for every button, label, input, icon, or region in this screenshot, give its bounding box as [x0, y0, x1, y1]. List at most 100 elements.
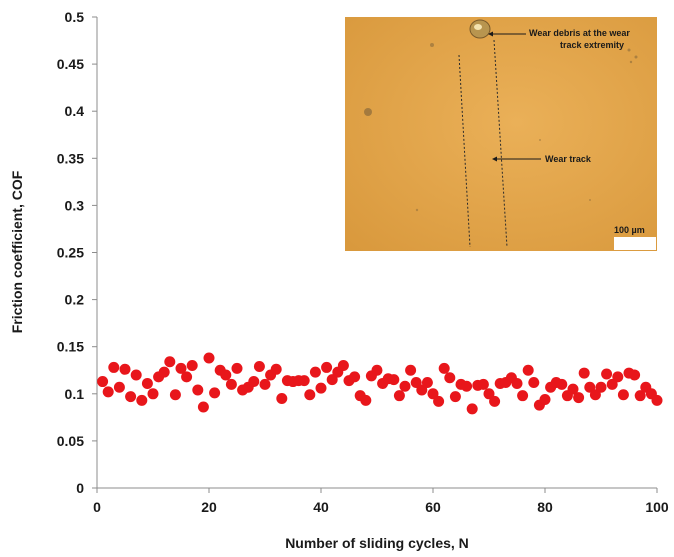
data-point — [461, 380, 473, 392]
data-point — [489, 395, 501, 407]
x-axis-title: Number of sliding cycles, N — [285, 535, 469, 551]
data-point — [125, 391, 137, 403]
data-point — [449, 391, 461, 403]
data-series — [97, 352, 663, 415]
inset-micrograph: Wear debris at the wear track extremity … — [345, 17, 657, 251]
data-point — [147, 388, 159, 400]
y-tick-label: 0.35 — [57, 150, 84, 166]
data-point — [589, 389, 601, 401]
data-point — [326, 374, 338, 386]
data-point — [304, 389, 316, 401]
y-tick-label: 0.4 — [65, 103, 85, 119]
data-point — [181, 371, 193, 383]
data-point — [528, 376, 540, 388]
y-ticks: 0 0.05 0.1 0.15 0.2 0.25 0.3 0.35 0.4 0.45 0.5 — [57, 9, 97, 496]
data-point — [433, 395, 445, 407]
x-tick-label: 20 — [201, 499, 217, 515]
data-point — [248, 376, 260, 388]
data-point — [511, 377, 523, 389]
data-point — [259, 378, 271, 390]
inset-speckle — [589, 199, 591, 201]
data-point — [578, 367, 590, 379]
data-point — [309, 366, 321, 378]
y-tick-label: 0.05 — [57, 433, 84, 449]
data-point — [427, 388, 439, 400]
y-tick-label: 0 — [76, 480, 84, 496]
data-point — [113, 381, 125, 393]
y-tick-label: 0.2 — [65, 292, 85, 308]
data-point — [634, 390, 646, 402]
y-tick-label: 0.15 — [57, 339, 84, 355]
data-point — [410, 376, 422, 388]
data-point — [321, 361, 333, 373]
data-point — [197, 401, 209, 413]
data-point — [119, 363, 131, 375]
data-point — [483, 388, 495, 400]
data-point — [136, 394, 148, 406]
inset-speckle — [629, 60, 633, 64]
inset-background — [345, 17, 657, 251]
debris-arrow-head — [488, 31, 493, 37]
data-point — [629, 369, 641, 381]
data-point — [517, 390, 529, 402]
x-tick-label: 40 — [313, 499, 329, 515]
data-point — [225, 378, 237, 390]
axes: 0 0.05 0.1 0.15 0.2 0.25 0.3 0.35 0.4 0.45 0.5 0 20… — [57, 9, 669, 515]
y-tick-label: 0.5 — [65, 9, 85, 25]
data-point — [466, 403, 478, 415]
y-tick-label: 0.3 — [65, 197, 85, 213]
debris-annotation-line1: Wear debris at the wear — [529, 28, 630, 38]
debris-annotation-line2: track extremity — [560, 40, 624, 50]
data-point — [158, 366, 170, 378]
inset-speckle — [627, 48, 631, 52]
data-point — [231, 362, 243, 374]
data-point — [169, 389, 181, 401]
data-point — [584, 381, 596, 393]
x-ticks: 0 20 40 60 80 100 — [93, 488, 669, 515]
x-tick-label: 80 — [537, 499, 553, 515]
data-point — [617, 389, 629, 401]
data-point — [567, 383, 579, 395]
data-point — [97, 376, 109, 388]
data-point — [416, 384, 428, 396]
wear-track-right-edge — [493, 39, 508, 248]
data-point — [606, 378, 618, 390]
data-point — [651, 394, 663, 406]
scale-bar-label: 100 µm — [614, 225, 645, 235]
data-point — [203, 352, 215, 364]
data-point — [522, 364, 534, 376]
data-point — [164, 356, 176, 368]
data-point — [399, 380, 411, 392]
track-arrow-head — [492, 156, 497, 162]
data-point — [388, 374, 400, 386]
data-point — [102, 386, 114, 398]
wear-track-left-edge — [458, 54, 471, 248]
data-point — [192, 384, 204, 396]
data-point — [573, 392, 585, 404]
inset-speckle — [415, 208, 419, 212]
scale-bar — [614, 237, 656, 250]
data-point — [539, 393, 551, 405]
data-point — [595, 381, 607, 393]
wear-debris-blob-highlight — [474, 24, 482, 30]
data-point — [130, 369, 142, 381]
data-point — [141, 377, 153, 389]
data-point — [371, 364, 383, 376]
data-point — [444, 372, 456, 384]
data-point — [349, 371, 361, 383]
data-point — [186, 360, 198, 372]
inset-speckle — [364, 108, 372, 116]
data-point — [360, 394, 372, 406]
data-point — [108, 361, 120, 373]
track-annotation: Wear track — [545, 154, 592, 164]
data-point — [276, 393, 288, 405]
y-axis-title: Friction coefficient, COF — [9, 170, 25, 333]
data-point — [556, 378, 568, 390]
inset-speckle — [430, 43, 434, 47]
data-point — [612, 371, 624, 383]
data-point — [175, 362, 187, 374]
data-point — [421, 376, 433, 388]
inset-speckle — [634, 55, 638, 59]
data-point — [393, 390, 405, 402]
y-tick-label: 0.1 — [65, 386, 85, 402]
